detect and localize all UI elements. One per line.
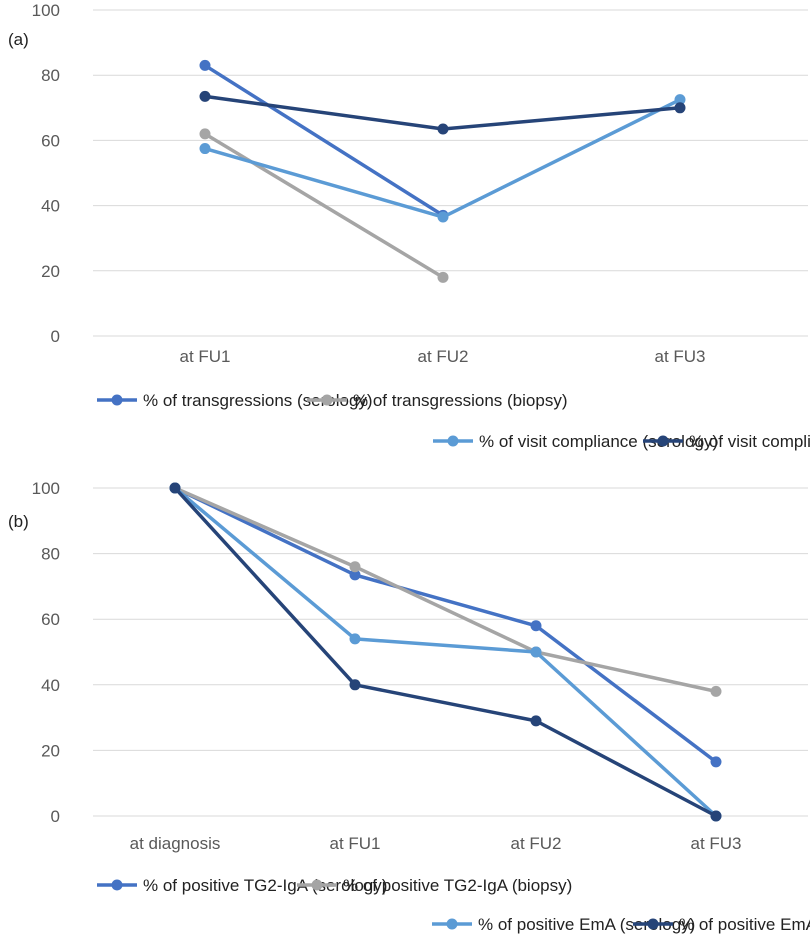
data-point: [674, 102, 686, 114]
y-tick-label: 100: [32, 479, 60, 498]
legend-label: % of positive EmA (biopsy): [679, 915, 810, 934]
y-tick-label: 60: [41, 131, 60, 150]
series-line: [203, 63, 445, 218]
legend-swatch-marker: [447, 435, 459, 447]
legend-swatch-marker: [111, 394, 123, 406]
data-point: [199, 90, 211, 102]
data-point: [437, 211, 449, 223]
chart-a-y-axis: 0 20 40 60 80 100: [32, 1, 60, 346]
legend-label: % of positive TG2-IgA (biopsy): [343, 876, 572, 895]
data-point: [710, 810, 722, 822]
legend-label: % of visit compliance (serology): [479, 432, 718, 451]
series-1: [169, 482, 722, 768]
series-2: [199, 128, 449, 283]
chart-a-gridlines: [93, 9, 808, 337]
chart-b-legend: % of positive TG2-IgA (serology)% of pos…: [97, 876, 810, 934]
y-tick-label: 40: [41, 676, 60, 695]
y-tick-label: 60: [41, 610, 60, 629]
series-line: [173, 486, 718, 694]
series-4: [169, 482, 722, 822]
y-tick-label: 20: [41, 262, 60, 281]
data-point: [169, 482, 181, 494]
data-point: [199, 128, 211, 140]
y-tick-label: 100: [32, 1, 60, 20]
legend-swatch-marker: [311, 879, 323, 891]
y-tick-label: 80: [41, 545, 60, 564]
data-point: [437, 123, 449, 135]
chart-b-x-axis: at diagnosis at FU1 at FU2 at FU3: [130, 834, 742, 853]
series-line: [203, 132, 445, 280]
legend-swatch-marker: [647, 918, 659, 930]
chart-panel-a: 0 20 40 60 80 100 at FU1 at FU2 at FU3 (a) % of…: [8, 1, 810, 451]
chart-a-series: [199, 59, 686, 283]
y-tick-label: 80: [41, 66, 60, 85]
chart-a-legend: % of transgressions (serology)% of trans…: [97, 391, 810, 451]
series-line: [173, 486, 718, 818]
legend-label: % of transgressions (serology): [143, 391, 373, 410]
x-tick-label: at FU2: [510, 834, 561, 853]
y-tick-label: 0: [51, 327, 60, 346]
data-point: [349, 679, 361, 691]
panel-label-b: (b): [8, 512, 29, 531]
legend-label: % of transgressions (biopsy): [353, 391, 567, 410]
series-3: [199, 94, 686, 223]
legend-item-1: % of transgressions (serology): [97, 391, 373, 410]
series-2: [169, 482, 722, 697]
chart-a-x-axis: at FU1 at FU2 at FU3: [179, 347, 705, 366]
legend-item-3: % of visit compliance (serology): [433, 432, 718, 451]
data-point: [349, 561, 361, 573]
series-line: [173, 486, 718, 818]
x-tick-label: at diagnosis: [130, 834, 221, 853]
series-4: [199, 90, 686, 135]
data-point: [710, 756, 722, 768]
data-point: [349, 569, 361, 581]
x-tick-label: at FU1: [329, 834, 380, 853]
chart-b-gridlines: [93, 487, 808, 817]
chart-b-series: [169, 482, 722, 822]
x-tick-label: at FU1: [179, 347, 230, 366]
chart-b-y-axis: 0 20 40 60 80 100: [32, 479, 60, 826]
data-point: [710, 685, 722, 697]
data-point: [199, 59, 211, 71]
legend-label: % of visit compliance (biopsy): [689, 432, 810, 451]
data-point: [530, 646, 542, 658]
x-tick-label: at FU2: [417, 347, 468, 366]
legend-item-2: % of transgressions (biopsy): [307, 391, 567, 410]
legend-label: % of positive EmA (serology): [478, 915, 695, 934]
y-tick-label: 40: [41, 197, 60, 216]
legend-swatch-marker: [321, 394, 333, 406]
y-tick-label: 0: [51, 807, 60, 826]
series-line: [203, 97, 682, 219]
data-point: [530, 715, 542, 727]
legend-item-1: % of positive TG2-IgA (serology): [97, 876, 387, 895]
data-point: [199, 143, 211, 155]
x-tick-label: at FU3: [654, 347, 705, 366]
data-point: [349, 633, 361, 645]
series-3: [169, 482, 722, 822]
series-line: [173, 486, 718, 764]
legend-item-2: % of positive TG2-IgA (biopsy): [297, 876, 572, 895]
legend-item-4: % of visit compliance (biopsy): [643, 432, 810, 451]
data-point: [437, 271, 449, 283]
legend-item-3: % of positive EmA (serology): [432, 915, 695, 934]
data-point: [530, 620, 542, 632]
x-tick-label: at FU3: [690, 834, 741, 853]
y-tick-label: 20: [41, 741, 60, 760]
legend-swatch-marker: [657, 435, 669, 447]
legend-label: % of positive TG2-IgA (serology): [143, 876, 387, 895]
panel-label-a: (a): [8, 30, 29, 49]
legend-swatch-marker: [446, 918, 458, 930]
legend-item-4: % of positive EmA (biopsy): [633, 915, 810, 934]
legend-swatch-marker: [111, 879, 123, 891]
data-point: [674, 94, 686, 106]
